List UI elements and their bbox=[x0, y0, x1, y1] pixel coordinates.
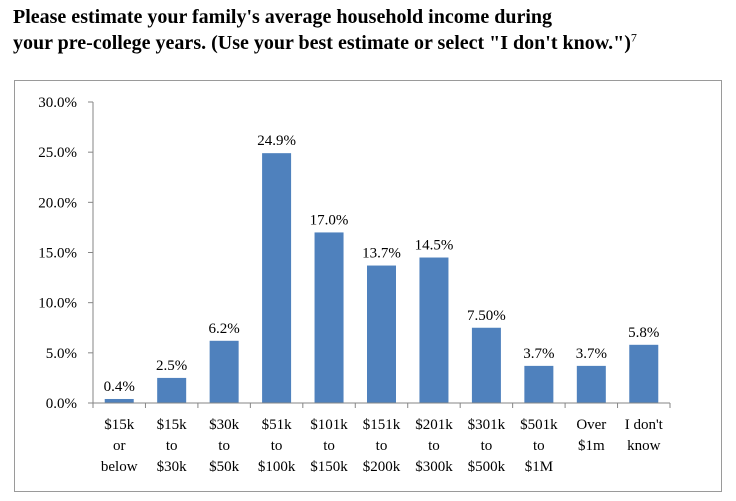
data-label: 5.8% bbox=[628, 325, 659, 341]
x-category-label: $151k to $200k bbox=[363, 417, 401, 475]
x-category-label: $201k to $300k bbox=[415, 417, 453, 475]
y-axis: 0.0% 5.0% 10.0% 15.0% 20.0% 25.0% 30.0% bbox=[38, 95, 94, 412]
data-labels: 0.4% 2.5% 6.2% 24.9% 17.0% 13.7% 14.5% 7.50% 3.7… bbox=[104, 133, 660, 395]
chart-heading: Please estimate your family's average ho… bbox=[13, 4, 728, 56]
data-label: 17.0% bbox=[310, 212, 349, 228]
x-category-label: I don't know bbox=[625, 417, 664, 454]
data-label: 0.4% bbox=[104, 379, 135, 395]
y-tick-label: 20.0% bbox=[38, 195, 77, 211]
x-category-label: $301k to $500k bbox=[468, 417, 506, 475]
bar bbox=[104, 398, 134, 403]
heading-line-2: your pre-college years. (Use your best e… bbox=[13, 30, 728, 56]
data-label: 7.50% bbox=[467, 308, 506, 324]
y-tick-label: 0.0% bbox=[46, 396, 77, 412]
bar bbox=[524, 365, 554, 403]
x-category-label: $30k to $50k bbox=[209, 417, 240, 475]
bar bbox=[262, 153, 292, 403]
bar bbox=[367, 265, 396, 403]
bar bbox=[629, 344, 659, 403]
bar bbox=[209, 340, 239, 403]
footnote-marker: 7 bbox=[630, 30, 637, 45]
bar bbox=[576, 365, 606, 403]
bar bbox=[314, 232, 344, 403]
y-tick-label: 15.0% bbox=[38, 246, 77, 262]
bar bbox=[419, 257, 449, 403]
y-tick-label: 30.0% bbox=[38, 95, 77, 111]
heading-line-2-text: your pre-college years. (Use your best e… bbox=[13, 32, 631, 54]
data-label: 14.5% bbox=[415, 238, 454, 254]
data-label: 2.5% bbox=[156, 358, 187, 374]
y-tick-label: 25.0% bbox=[38, 145, 77, 161]
x-category-label: $15k or below bbox=[101, 417, 138, 475]
x-category-label: $15k to $30k bbox=[157, 417, 188, 475]
data-label: 3.7% bbox=[576, 346, 607, 362]
data-label: 3.7% bbox=[523, 346, 554, 362]
bar bbox=[471, 327, 501, 403]
bars bbox=[104, 153, 659, 403]
data-label: 6.2% bbox=[209, 321, 240, 337]
bar bbox=[157, 377, 187, 403]
y-tick-label: 5.0% bbox=[46, 346, 77, 362]
x-category-label: $501k to $1M bbox=[520, 417, 558, 475]
data-label: 24.9% bbox=[257, 133, 296, 149]
data-label: 13.7% bbox=[362, 246, 401, 262]
y-tick-label: 10.0% bbox=[38, 296, 77, 312]
heading-line-1: Please estimate your family's average ho… bbox=[13, 6, 553, 28]
x-category-label: Over $1m bbox=[576, 417, 606, 454]
x-category-label: $101k to $150k bbox=[310, 417, 348, 475]
x-category-label: $51k to $100k bbox=[258, 417, 296, 475]
x-axis: $15k or below $15k to $30k $30k to $50k $51k to $10… bbox=[92, 402, 671, 475]
